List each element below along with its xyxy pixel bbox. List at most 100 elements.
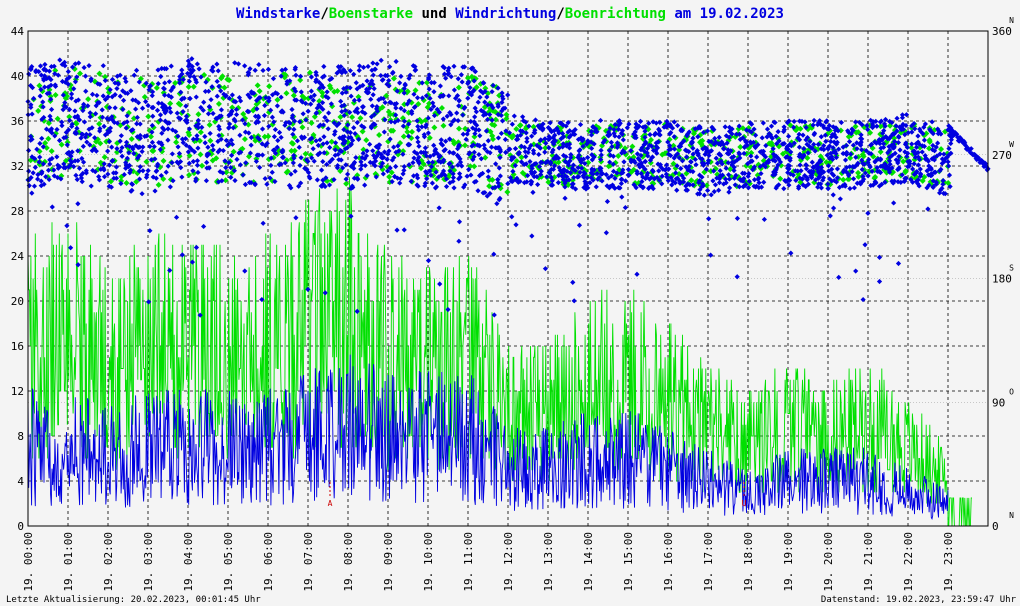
wind-dir-point [915, 162, 922, 168]
wind-dir-point [382, 72, 388, 79]
wind-dir-point [97, 81, 103, 87]
wind-dir-point [585, 140, 591, 146]
wind-dir-point [919, 143, 926, 149]
wind-dir-point [165, 137, 171, 143]
wind-dir-point [331, 120, 337, 126]
wind-dir-point [110, 157, 116, 164]
wind-dir-point [725, 160, 731, 166]
wind-dir-point [593, 184, 599, 190]
wind-dir-point [911, 148, 917, 154]
wind-dir-point [716, 180, 723, 186]
wind-dir-point [120, 106, 126, 112]
wind-dir-point [826, 123, 832, 129]
wind-dir-point [742, 170, 748, 177]
wind-dir-point [560, 144, 566, 150]
wind-dir-point [811, 131, 817, 138]
wind-dir-point [983, 161, 989, 167]
wind-dir-point [282, 160, 288, 166]
wind-dir-point [911, 161, 917, 167]
wind-dir-point [722, 124, 728, 130]
wind-dir-point [305, 169, 312, 176]
wind-dir-point [189, 56, 195, 62]
x-tick-label: 19. 19:00 [782, 532, 795, 592]
wind-dir-point [701, 192, 707, 198]
wind-dir-point [223, 137, 229, 144]
wind-dir-point [51, 167, 57, 173]
wind-dir-point [361, 124, 367, 131]
gust-dir-point [388, 169, 395, 176]
wind-dir-point [226, 121, 233, 127]
wind-dir-point [109, 94, 115, 100]
wind-dir-point [428, 163, 435, 170]
wind-dir-point [566, 177, 572, 183]
wind-dir-point [216, 123, 222, 130]
gust-dir-point [254, 82, 261, 89]
gust-dir-point [648, 136, 655, 143]
wind-dir-point [529, 233, 535, 239]
wind-dir-point [542, 136, 548, 142]
wind-dir-point [536, 151, 542, 158]
wind-dir-point [437, 94, 443, 100]
wind-dir-point [454, 110, 460, 116]
wind-dir-point [183, 142, 189, 148]
wind-dir-point [865, 159, 871, 165]
wind-dir-point [175, 133, 181, 139]
wind-dir-point [415, 139, 421, 145]
gust-dir-point [62, 95, 69, 102]
wind-dir-point [61, 161, 67, 167]
wind-dir-point [446, 161, 452, 167]
wind-dir-point [232, 177, 238, 184]
wind-dir-point [194, 158, 201, 164]
wind-dir-point [818, 164, 825, 171]
wind-dir-point [29, 64, 35, 70]
wind-dir-point [578, 135, 584, 141]
wind-dir-point [786, 182, 792, 188]
wind-dir-point [447, 110, 453, 116]
wind-dir-point [714, 175, 720, 181]
wind-dir-point [37, 140, 43, 147]
wind-dir-point [472, 105, 478, 111]
wind-dir-point [48, 96, 54, 102]
wind-dir-point [665, 178, 671, 184]
wind-dir-point [455, 76, 461, 82]
wind-dir-point [101, 174, 108, 180]
wind-dir-point [702, 151, 708, 157]
wind-dir-point [896, 153, 902, 160]
title-boenstarke: Boenstarke [329, 6, 413, 22]
wind-dir-point [37, 154, 43, 160]
wind-dir-point [412, 64, 418, 70]
wind-dir-point [575, 165, 581, 171]
wind-dir-point [82, 134, 89, 140]
wind-dir-point [528, 169, 534, 175]
wind-dir-point [419, 95, 426, 101]
wind-dir-point [505, 92, 511, 98]
wind-dir-point [466, 89, 472, 95]
wind-dir-point [825, 185, 831, 192]
wind-dir-point [467, 85, 473, 91]
wind-dir-point [842, 157, 849, 163]
wind-dir-point [608, 139, 614, 145]
wind-dir-point [590, 123, 596, 130]
wind-dir-point [299, 135, 305, 142]
wind-dir-point [759, 148, 765, 155]
wind-dir-point [286, 125, 292, 132]
wind-dir-point [616, 122, 622, 128]
wind-dir-point [193, 178, 199, 184]
wind-dir-point [670, 178, 676, 184]
gust-dir-point [175, 100, 182, 107]
wind-dir-point [318, 167, 325, 173]
wind-dir-point [847, 185, 853, 192]
wind-dir-point [580, 173, 586, 179]
wind-dir-point [484, 148, 490, 155]
wind-dir-point [293, 97, 300, 103]
wind-dir-point [533, 160, 539, 167]
wind-dir-point [846, 139, 853, 145]
wind-dir-point [425, 130, 431, 136]
gust-dir-point [288, 147, 295, 154]
wind-dir-point [935, 140, 941, 146]
y-right-tick-label: 360 [992, 25, 1012, 38]
wind-dir-point [736, 150, 742, 156]
wind-dir-point [519, 128, 526, 134]
wind-dir-point [114, 120, 120, 126]
wind-dir-point [547, 120, 553, 126]
